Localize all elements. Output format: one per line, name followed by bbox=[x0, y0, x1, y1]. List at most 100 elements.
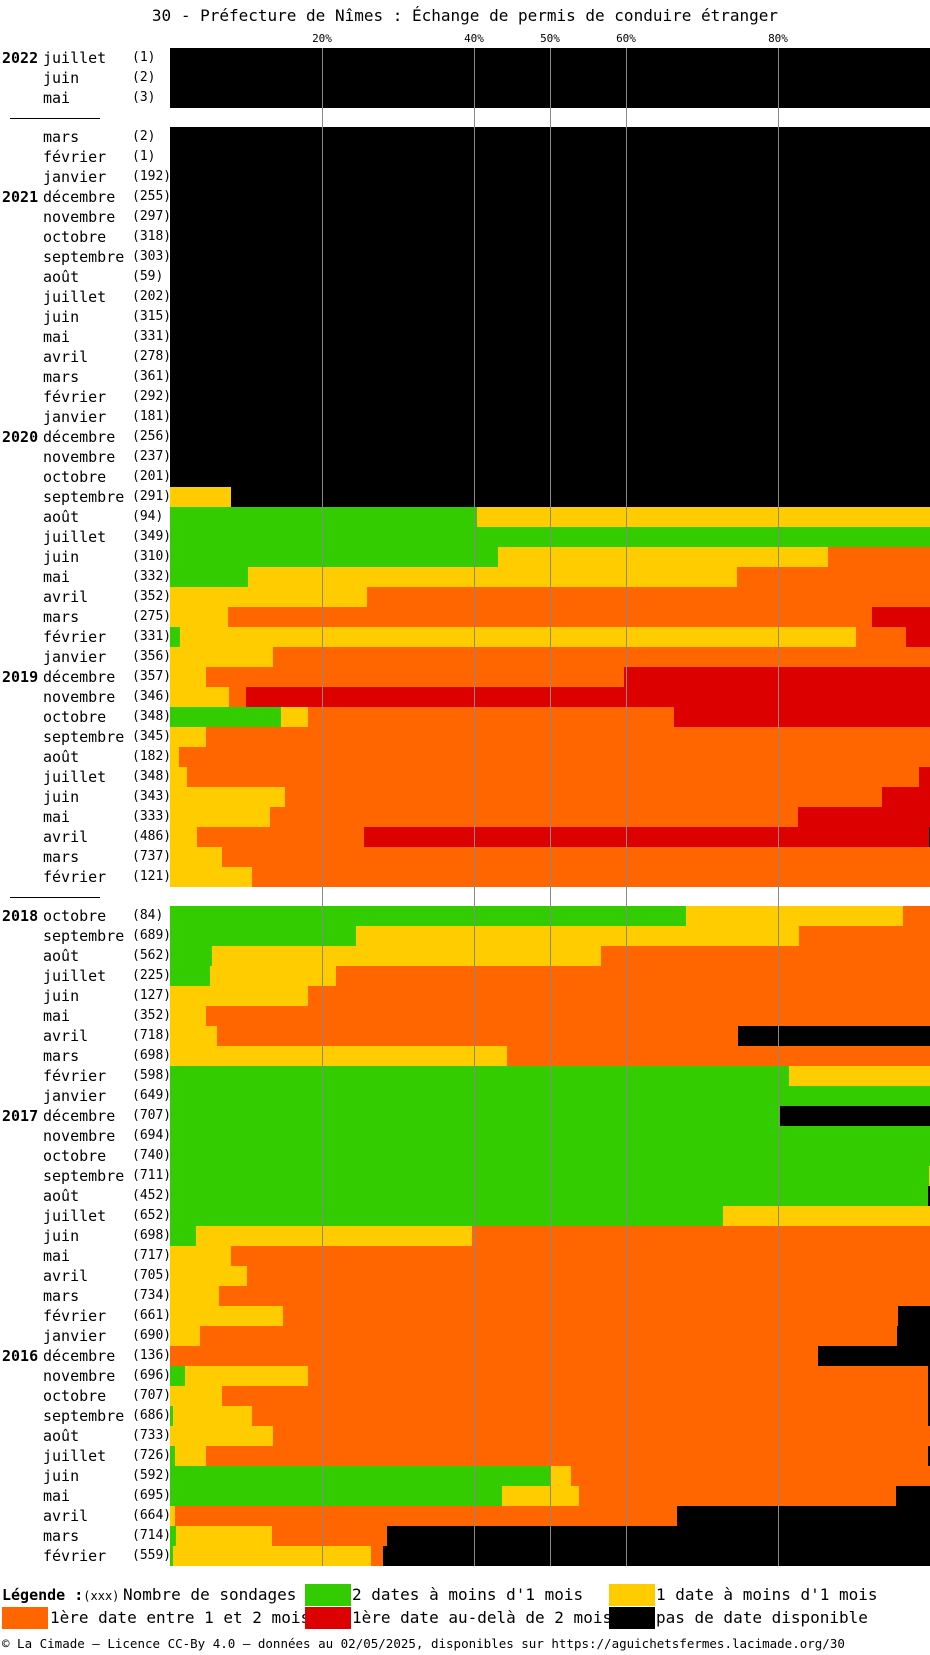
bar-segment-yellow bbox=[356, 926, 799, 946]
bar-segment-orange bbox=[308, 707, 674, 727]
bar-segment-yellow bbox=[170, 1286, 219, 1306]
row-count-label: (562) bbox=[132, 948, 172, 963]
legend-label-black: pas de date disponible bbox=[656, 1608, 868, 1627]
bar-segment-green bbox=[170, 1366, 185, 1386]
row-count-label: (182) bbox=[132, 749, 172, 764]
row-count-label: (689) bbox=[132, 928, 172, 943]
row-count-label: (181) bbox=[132, 409, 172, 424]
bar-segment-red bbox=[906, 627, 930, 647]
bar-segment-green bbox=[170, 1446, 175, 1466]
row-count-label: (705) bbox=[132, 1268, 172, 1283]
bar-segment-yellow bbox=[170, 1426, 273, 1446]
bar-segment-orange bbox=[903, 906, 930, 926]
bar-segment-orange bbox=[272, 1526, 387, 1546]
bar-segment-green bbox=[170, 926, 356, 946]
bar-segment-orange bbox=[308, 1366, 928, 1386]
row-month-label: avril bbox=[43, 828, 89, 846]
legend-swatch-orange bbox=[2, 1607, 48, 1629]
bar-segment-yellow bbox=[176, 1526, 272, 1546]
row-month-label: octobre bbox=[43, 228, 107, 246]
x-axis-ticks: 20% 40% 50% 60% 80% bbox=[0, 32, 930, 48]
bar-segment-yellow bbox=[175, 1446, 206, 1466]
bar-segment-black bbox=[898, 1306, 930, 1326]
bar-segment-yellow bbox=[185, 1366, 308, 1386]
bar-segment-orange bbox=[222, 847, 930, 867]
bar-segment-red bbox=[919, 767, 930, 787]
row-count-label: (225) bbox=[132, 968, 172, 983]
bar-segment-yellow bbox=[170, 767, 187, 787]
row-month-label: novembre bbox=[43, 208, 116, 226]
row-count-label: (303) bbox=[132, 249, 172, 264]
row-month-label: mars bbox=[43, 608, 80, 626]
legend-label-green: 2 dates à moins d'1 mois bbox=[352, 1585, 584, 1604]
row-month-label: octobre bbox=[43, 468, 107, 486]
bar-segment-black bbox=[897, 1326, 930, 1346]
row-month-label: juin bbox=[43, 1227, 80, 1245]
bar-segment-orange bbox=[270, 807, 798, 827]
row-month-label: octobre bbox=[43, 1387, 107, 1405]
row-month-label: mai bbox=[43, 1247, 71, 1265]
bar-segment-yellow bbox=[498, 547, 828, 567]
bar-segment-yellow bbox=[723, 1206, 930, 1226]
row-month-label: juillet bbox=[43, 768, 107, 786]
row-month-label: février bbox=[43, 148, 107, 166]
row-count-label: (2) bbox=[132, 70, 156, 85]
row-month-label: août bbox=[43, 1187, 80, 1205]
bar-segment-red bbox=[246, 687, 930, 707]
row-month-label: juin bbox=[43, 308, 80, 326]
row-month-label: janvier bbox=[43, 168, 107, 186]
row-month-label: mars bbox=[43, 128, 80, 146]
bar-segment-yellow bbox=[212, 946, 601, 966]
row-count-label: (297) bbox=[132, 209, 172, 224]
bar-segment-black bbox=[738, 1026, 930, 1046]
bar-segment-green bbox=[170, 707, 281, 727]
row-month-label: janvier bbox=[43, 1327, 107, 1345]
row-month-label: mars bbox=[43, 1047, 80, 1065]
bar-segment-orange bbox=[283, 1306, 898, 1326]
row-month-label: décembre bbox=[43, 1347, 116, 1365]
row-count-label: (707) bbox=[132, 1388, 172, 1403]
row-month-label: février bbox=[43, 1547, 107, 1565]
bar-segment-orange bbox=[247, 1266, 930, 1286]
bar-segment-green bbox=[170, 627, 180, 647]
row-count-label: (343) bbox=[132, 789, 172, 804]
gridline-50 bbox=[550, 48, 551, 1566]
bar-segment-orange bbox=[206, 1446, 928, 1466]
row-count-label: (361) bbox=[132, 369, 172, 384]
row-count-label: (1) bbox=[132, 50, 156, 65]
bar-segment-black bbox=[928, 1366, 930, 1386]
legend-swatch-black bbox=[609, 1607, 655, 1629]
row-month-label: août bbox=[43, 268, 80, 286]
bar-segment-orange bbox=[231, 1246, 930, 1266]
row-count-label: (686) bbox=[132, 1408, 172, 1423]
bar-segment-yellow bbox=[170, 587, 367, 607]
bar-segment-yellow bbox=[170, 747, 179, 767]
row-month-label: juillet bbox=[43, 528, 107, 546]
row-year-label: 2017 bbox=[2, 1107, 39, 1125]
bar-segment-yellow bbox=[170, 487, 231, 507]
row-year-label: 2021 bbox=[2, 188, 39, 206]
row-month-label: mars bbox=[43, 368, 80, 386]
x-tick-label: 20% bbox=[312, 32, 332, 45]
row-count-label: (202) bbox=[132, 289, 172, 304]
bar-segment-orange bbox=[737, 567, 930, 587]
bar-segment-red bbox=[882, 787, 930, 807]
row-month-label: mars bbox=[43, 1287, 80, 1305]
footer-credit: © La Cimade — Licence CC-By 4.0 — donnée… bbox=[2, 1636, 845, 1651]
row-month-label: juin bbox=[43, 1467, 80, 1485]
x-tick-label: 60% bbox=[616, 32, 636, 45]
row-month-label: juillet bbox=[43, 288, 107, 306]
row-count-label: (698) bbox=[132, 1228, 172, 1243]
bar-segment-green bbox=[170, 1106, 780, 1126]
row-count-label: (664) bbox=[132, 1508, 172, 1523]
row-month-label: juin bbox=[43, 788, 80, 806]
row-count-label: (356) bbox=[132, 649, 172, 664]
bar-segment-black bbox=[231, 487, 930, 507]
row-month-label: mars bbox=[43, 848, 80, 866]
legend-swatch-red bbox=[305, 1607, 351, 1629]
bar-segment-orange bbox=[197, 827, 364, 847]
row-count-label: (192) bbox=[132, 169, 172, 184]
bar-segment-green bbox=[170, 1206, 723, 1226]
bar-segment-yellow bbox=[281, 707, 308, 727]
bar-segment-orange bbox=[206, 1006, 930, 1026]
